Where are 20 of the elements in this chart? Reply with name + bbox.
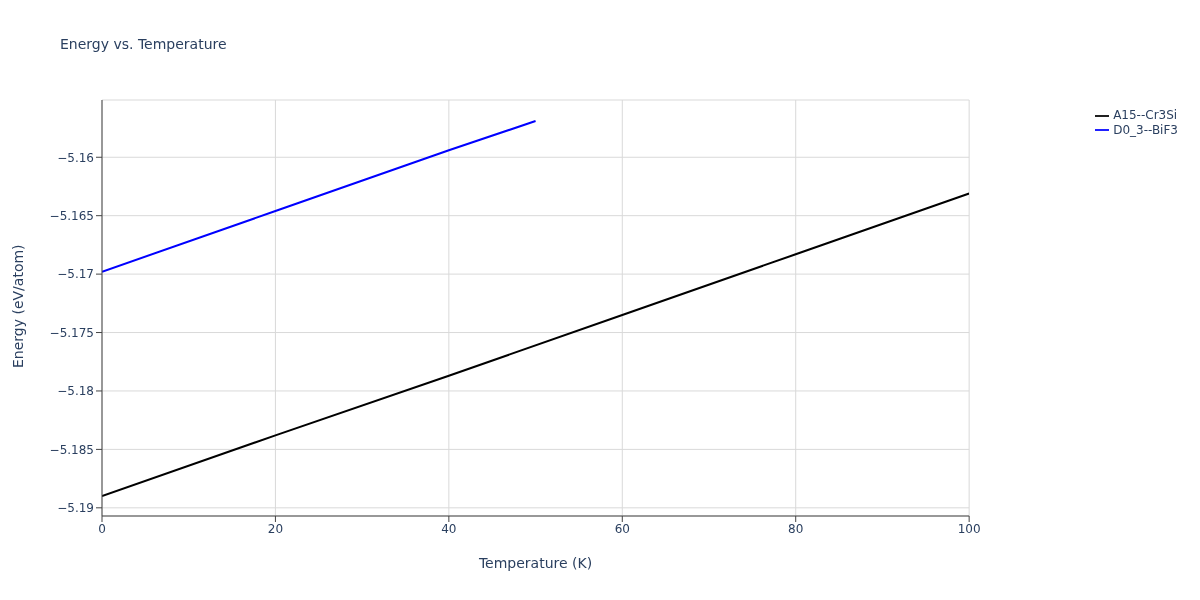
y-tick-label: −5.175 [49,325,94,340]
line-series [102,120,537,273]
x-axis-title: Temperature (K) [477,555,593,571]
y-axis-title: Energy (eV/atom) [9,244,26,368]
y-tick-label: −5.16 [57,150,94,165]
x-tick-label: 0 [98,521,106,536]
y-tick-label: −5.165 [49,208,94,223]
chart-title: Energy vs. Temperature [60,36,227,52]
line-series [102,192,970,498]
x-tick-label: 40 [441,521,457,536]
x-tick-label: 80 [788,521,804,536]
legend-label: A15--Cr3Si [1113,108,1178,122]
y-tick-label: −5.19 [57,501,94,516]
y-tick-label: −5.17 [57,267,94,282]
x-tick-label: 20 [267,521,284,536]
legend-label: D0_3--BiF3 [1113,122,1178,137]
x-tick-label: 100 [957,521,981,536]
y-tick-label: −5.185 [49,442,94,457]
y-tick-label: −5.18 [57,384,94,399]
x-tick-label: 60 [614,521,630,536]
